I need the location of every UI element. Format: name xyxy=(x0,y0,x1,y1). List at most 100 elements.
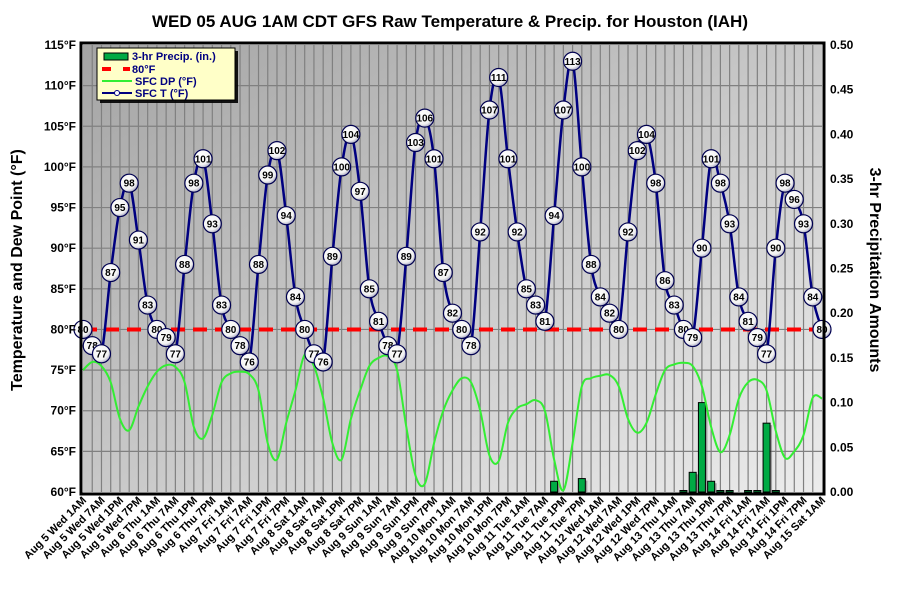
precip-bar xyxy=(697,402,706,493)
temperature-point: 84 xyxy=(729,287,749,307)
dew-point-line xyxy=(82,352,823,492)
temperature-point: 86 xyxy=(655,271,675,291)
precip-bar xyxy=(771,490,780,493)
temperature-point: 103 xyxy=(405,132,426,153)
temperature-marker xyxy=(91,344,112,364)
temperature-value-label: 101 xyxy=(195,154,212,165)
temperature-marker xyxy=(221,319,241,340)
y2-tick-label: 0.10 xyxy=(830,396,854,410)
temperature-marker xyxy=(489,67,509,88)
temperature-point: 81 xyxy=(738,311,758,331)
temperature-value-label: 88 xyxy=(586,260,598,271)
temperature-point: 77 xyxy=(91,344,112,364)
precip-bar xyxy=(550,480,559,493)
temperature-point: 102 xyxy=(627,141,647,161)
temperature-value-label: 78 xyxy=(382,341,394,352)
temperature-marker xyxy=(128,230,149,250)
legend-dew: SFC DP (°F) xyxy=(135,76,197,88)
temperature-point: 83 xyxy=(664,295,684,315)
legend-precip: 3-hr Precip. (in.) xyxy=(132,51,216,63)
temperature-value-label: 98 xyxy=(779,179,791,190)
temperature-point: 80 xyxy=(609,319,629,340)
temperature-point: 76 xyxy=(313,352,333,372)
temperature-point: 79 xyxy=(683,327,703,348)
precip-bar xyxy=(753,490,762,493)
temperature-marker xyxy=(110,197,130,218)
temperature-marker xyxy=(756,344,777,364)
temperature-marker xyxy=(452,319,472,340)
temperature-value-label: 102 xyxy=(629,146,646,157)
temperature-value-label: 107 xyxy=(481,106,498,117)
temperature-point: 79 xyxy=(747,327,767,348)
temperature-value-label: 79 xyxy=(687,333,699,344)
temperature-marker xyxy=(138,295,158,315)
temperature-point: 77 xyxy=(756,344,777,364)
temperature-value-label: 82 xyxy=(447,309,459,320)
temperature-point: 82 xyxy=(599,303,620,323)
temperature-value-label: 91 xyxy=(133,236,145,247)
temperature-value-label: 86 xyxy=(659,276,671,287)
temperature-point: 84 xyxy=(285,287,306,307)
y2-tick-label: 0.00 xyxy=(830,485,854,499)
temperature-marker xyxy=(766,238,786,258)
temperature-value-label: 76 xyxy=(244,357,256,368)
temperature-marker xyxy=(350,181,370,201)
temperature-point: 85 xyxy=(359,279,379,299)
temperature-value-label: 101 xyxy=(500,154,517,165)
temperature-marker xyxy=(646,173,666,193)
temperature-value-label: 93 xyxy=(207,219,219,230)
temperature-value-label: 80 xyxy=(456,325,468,336)
temperature-value-label: 81 xyxy=(539,317,551,328)
temperature-value-label: 80 xyxy=(678,325,690,336)
y-tick-label: 70°F xyxy=(51,404,76,418)
temperature-point: 92 xyxy=(618,222,638,242)
temperature-value-label: 93 xyxy=(798,219,810,230)
temperature-point: 81 xyxy=(535,311,555,331)
temperature-marker xyxy=(627,141,647,161)
y-tick-label: 80°F xyxy=(51,322,76,336)
temperature-marker xyxy=(581,254,601,275)
temperature-marker xyxy=(73,319,93,340)
temperature-point: 89 xyxy=(322,246,343,266)
y-tick-label: 90°F xyxy=(51,241,76,255)
y2-tick-label: 0.25 xyxy=(830,262,854,276)
temperature-point: 80 xyxy=(452,319,472,340)
temperature-point: 104 xyxy=(341,124,361,144)
temperature-marker xyxy=(322,246,343,266)
temperature-value-label: 87 xyxy=(438,268,450,279)
temperature-point: 77 xyxy=(165,344,185,364)
temperature-marker xyxy=(433,262,453,283)
temperature-point: 87 xyxy=(433,262,453,283)
temperature-point: 101 xyxy=(498,149,518,169)
temperature-point: 79 xyxy=(156,327,176,348)
temperature-value-label: 84 xyxy=(807,292,819,303)
temperature-marker xyxy=(230,336,250,356)
temperature-marker xyxy=(701,149,721,169)
y-tick-label: 100°F xyxy=(44,160,76,174)
temperature-point: 98 xyxy=(184,173,204,193)
temperature-marker xyxy=(692,238,712,258)
temperature-value-label: 97 xyxy=(355,187,367,198)
legend-temp-marker xyxy=(114,90,120,96)
temperature-marker xyxy=(442,303,463,323)
legend-precip-swatch xyxy=(103,52,129,61)
temperature-point: 104 xyxy=(636,124,657,144)
y-tick-label: 85°F xyxy=(51,282,76,296)
temperature-point: 78 xyxy=(461,336,481,356)
y-tick-label: 105°F xyxy=(44,119,76,133)
temperature-point: 99 xyxy=(258,165,278,185)
temperature-value-label: 95 xyxy=(114,203,126,214)
temperature-value-label: 98 xyxy=(715,179,727,190)
temperature-marker xyxy=(803,287,823,307)
temperature-value-label: 92 xyxy=(475,227,487,238)
temperature-marker xyxy=(470,222,490,242)
temperature-value-label: 76 xyxy=(318,357,330,368)
temperature-value-label: 80 xyxy=(816,325,828,336)
temperature-marker xyxy=(655,271,675,291)
temperature-value-label: 102 xyxy=(269,146,286,157)
temperature-value-label: 89 xyxy=(327,252,339,263)
temperature-marker xyxy=(285,287,306,307)
temperature-value-label: 92 xyxy=(512,227,524,238)
